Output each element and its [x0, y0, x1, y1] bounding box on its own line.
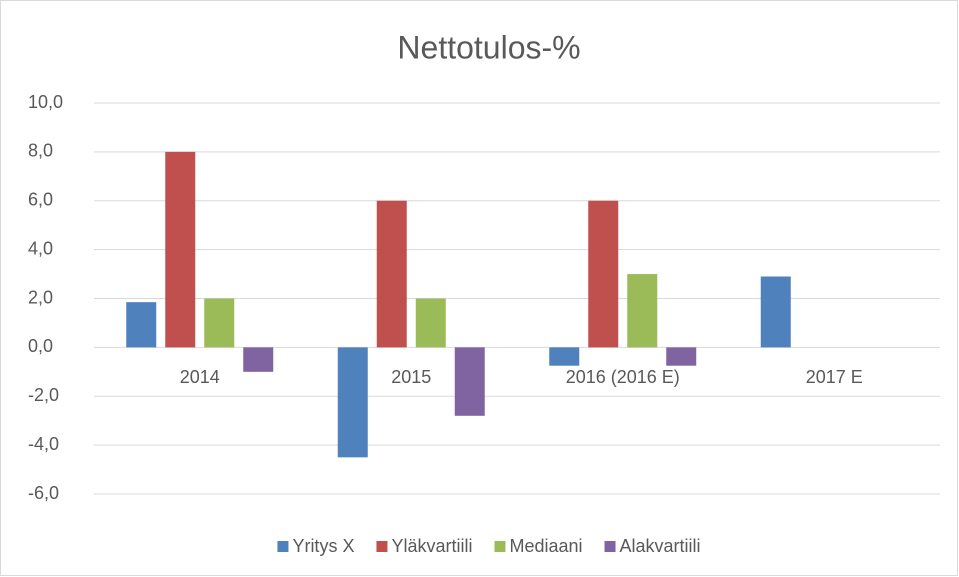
- legend-label: Yläkvartiili: [391, 536, 472, 556]
- legend-swatch: [494, 541, 506, 552]
- bar: [760, 276, 791, 348]
- y-tick-label: 0,0: [28, 336, 53, 356]
- y-tick-label: 4,0: [28, 238, 53, 258]
- bar: [666, 347, 697, 366]
- bar: [588, 200, 619, 348]
- chart-title: Nettotulos-%: [397, 29, 580, 65]
- x-tick-label: 2016 (2016 E): [566, 367, 680, 387]
- y-tick-label: -4,0: [28, 434, 59, 454]
- legend-swatch: [604, 541, 616, 552]
- bar: [549, 347, 580, 366]
- legend-label: Alakvartiili: [620, 536, 701, 556]
- x-tick-label: 2014: [180, 367, 220, 387]
- y-tick-label: -6,0: [28, 483, 59, 503]
- x-tick-label: 2017 E: [806, 367, 863, 387]
- bar: [165, 151, 196, 348]
- bar: [454, 347, 485, 416]
- bar: [627, 274, 658, 348]
- bar: [243, 347, 274, 372]
- legend-label: Yritys X: [292, 536, 354, 556]
- legend-label: Mediaani: [509, 536, 582, 556]
- legend-swatch: [376, 541, 388, 552]
- y-tick-label: -2,0: [28, 385, 59, 405]
- y-tick-label: 2,0: [28, 287, 53, 307]
- x-tick-label: 2015: [391, 367, 431, 387]
- bar: [337, 347, 368, 458]
- bar: [204, 298, 235, 348]
- y-tick-label: 8,0: [28, 141, 53, 161]
- legend-swatch: [277, 541, 289, 552]
- y-tick-label: 6,0: [28, 190, 53, 210]
- bar: [415, 298, 446, 348]
- bar: [376, 200, 407, 348]
- y-tick-label: 10,0: [28, 92, 63, 112]
- bar: [126, 302, 157, 348]
